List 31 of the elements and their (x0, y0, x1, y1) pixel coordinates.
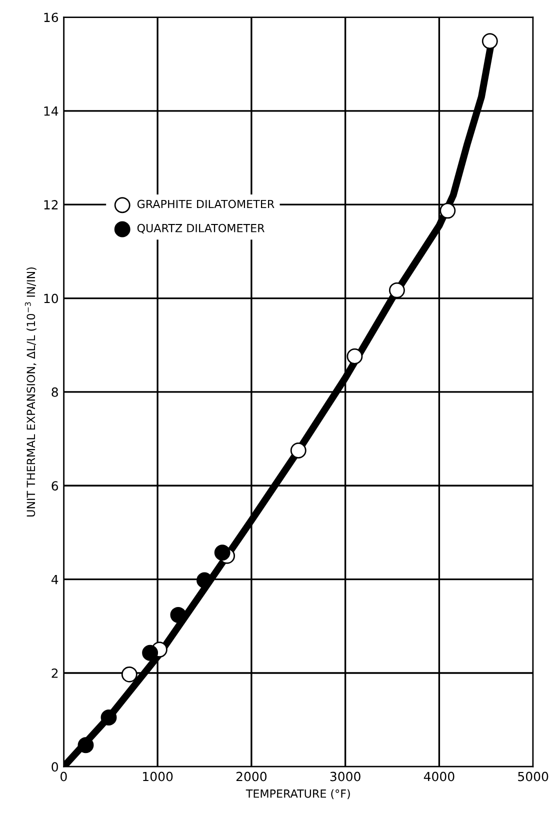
point (142, 644, 158, 661)
y-tick-label: 2 (52, 668, 58, 678)
y-tick-label: 16 (44, 12, 58, 22)
x-tick-label: 4000 (424, 772, 454, 782)
point (100, 710, 117, 726)
y-tick-label: 8 (52, 387, 58, 397)
x-tick-label: 2000 (236, 772, 267, 782)
x-tick-label: 5000 (518, 772, 548, 782)
y-axis-title: UNIT THERMAL EXPANSION, ΔL/L (10$^{−3}$ IN/IN) (24, 267, 36, 516)
point (346, 348, 363, 364)
x-tick-label: 1000 (143, 772, 173, 782)
point (214, 544, 230, 561)
y-tick-label: 10 (44, 294, 58, 304)
point (290, 442, 306, 458)
y-tick-label: 4 (51, 574, 58, 584)
legend-label: GRAPHITE DILATOMETER (137, 200, 274, 208)
x-tick-label: 0 (60, 772, 67, 782)
x-tick-label: 3000 (330, 772, 360, 782)
y-tick-label: 6 (52, 481, 58, 491)
point (196, 572, 212, 588)
point (440, 202, 456, 219)
point (482, 33, 498, 50)
legend-label: QUARTZ DILATOMETER (137, 224, 264, 234)
y-tick-label: 0 (52, 762, 58, 772)
point (170, 606, 186, 623)
point (78, 737, 94, 754)
point (121, 666, 138, 682)
x-axis-title: TEMPERATURE (°F) (246, 789, 350, 800)
y-tick-label: 12 (44, 200, 58, 210)
point (388, 282, 405, 298)
y-tick-label: 14 (44, 106, 58, 116)
